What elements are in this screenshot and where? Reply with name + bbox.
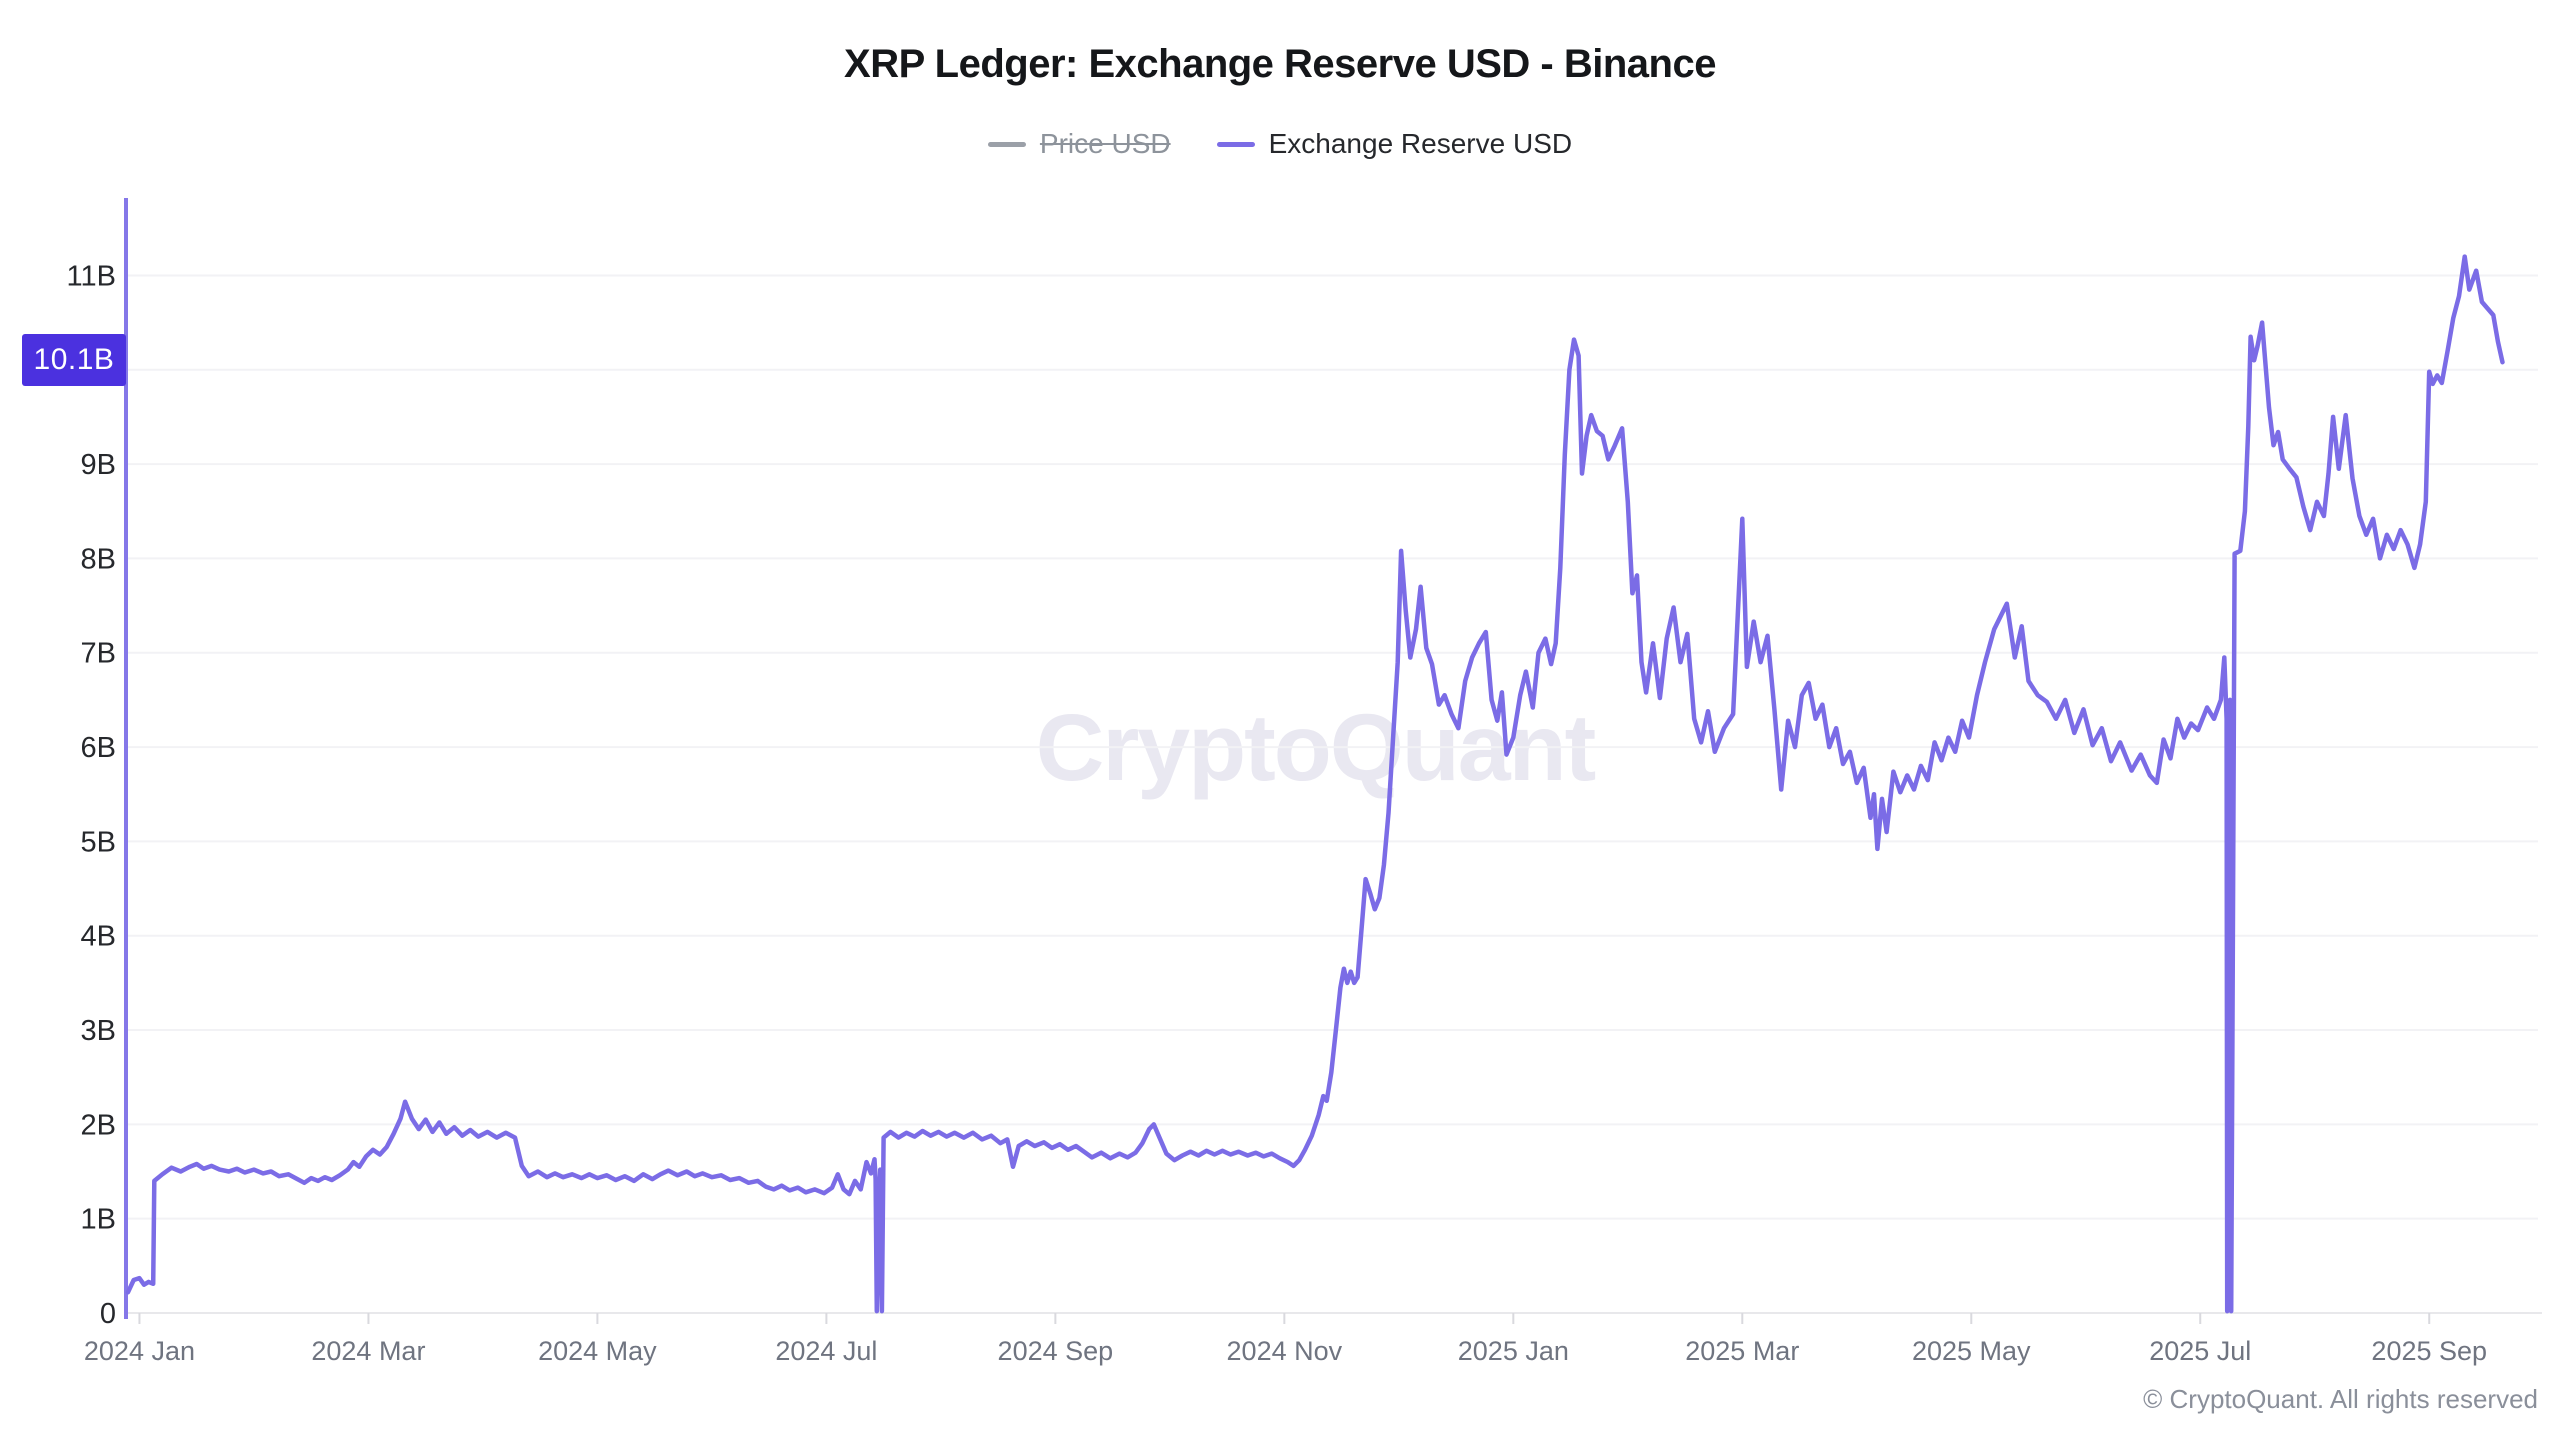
x-tick-label: 2025 Sep <box>2371 1336 2487 1366</box>
x-tick-label: 2024 Jan <box>84 1336 195 1366</box>
legend: Price USD Exchange Reserve USD <box>0 128 2560 160</box>
series-line-exchange-reserve-usd[interactable] <box>125 254 2505 1314</box>
y-axis-label: 1B <box>81 1204 116 1236</box>
legend-label-exchange-reserve-usd: Exchange Reserve USD <box>1268 128 1573 159</box>
copyright-text: © CryptoQuant. All rights reserved <box>2143 1384 2538 1414</box>
y-axis-label: 9B <box>81 449 116 481</box>
x-tick-label: 2024 Nov <box>1227 1336 1343 1366</box>
legend-item-exchange-reserve-usd[interactable]: Exchange Reserve USD <box>1216 128 1573 160</box>
price-usd-line-marker-icon <box>987 141 1026 147</box>
legend-label-price-usd: Price USD <box>1039 128 1171 159</box>
last-value-badge: 10.1B <box>22 334 126 387</box>
x-tick-label: 2024 Jul <box>775 1336 877 1366</box>
y-axis-label: 3B <box>81 1015 116 1047</box>
y-axis-label: 8B <box>81 543 116 575</box>
y-axis-label: 2B <box>81 1109 116 1141</box>
y-axis-label: 0 <box>100 1298 116 1330</box>
legend-item-price-usd[interactable]: Price USD <box>987 128 1171 160</box>
y-axis-label: 7B <box>81 638 116 670</box>
x-tick-label: 2025 Jul <box>2149 1336 2251 1366</box>
x-tick-label: 2025 Mar <box>1685 1336 1799 1366</box>
x-tick-label: 2025 Jan <box>1458 1336 1569 1366</box>
x-tick-label: 2024 Sep <box>998 1336 1114 1366</box>
x-tick-label: 2025 May <box>1912 1336 2031 1366</box>
chart-title: XRP Ledger: Exchange Reserve USD - Binan… <box>844 42 1716 86</box>
y-axis-label: 4B <box>81 921 116 953</box>
x-tick-label: 2024 May <box>538 1336 657 1366</box>
y-axis-label: 11B <box>67 260 116 292</box>
exchange-reserve-line-marker-icon <box>1216 141 1255 147</box>
y-axis-label: 6B <box>81 732 116 764</box>
x-tick-label: 2024 Mar <box>311 1336 425 1366</box>
y-axis-label: 5B <box>81 826 116 858</box>
